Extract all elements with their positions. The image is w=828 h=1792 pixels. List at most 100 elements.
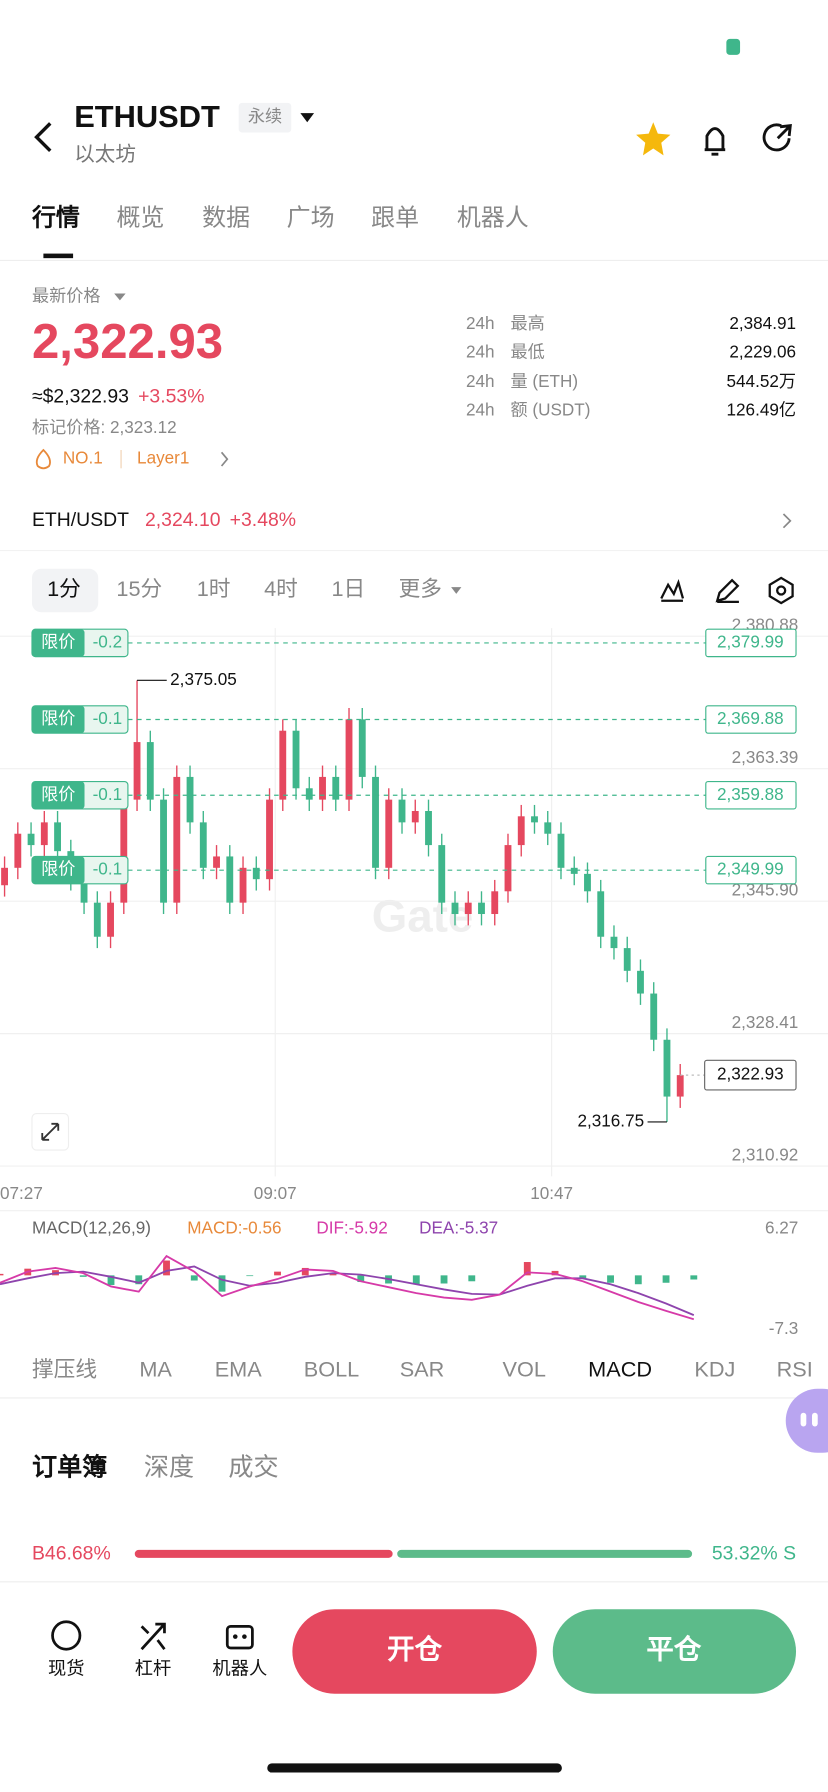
book-tab[interactable]: 成交: [228, 1453, 278, 1481]
interval-active-bg: [31, 568, 99, 613]
indicator-tab[interactable]: VOL: [503, 1356, 546, 1381]
indicator-tab[interactable]: BOLL: [304, 1356, 359, 1381]
candle-body: [266, 799, 273, 880]
macd-bar: [190, 1275, 198, 1281]
tag-bg: [238, 102, 292, 133]
stat-name: 额 (USDT): [511, 400, 591, 420]
tab[interactable]: 跟单: [371, 205, 419, 232]
favorite-icon[interactable]: [636, 122, 671, 156]
candle-body: [451, 902, 459, 915]
candle-body: [226, 856, 234, 903]
symbol: ETHUSDT: [74, 99, 220, 134]
tab[interactable]: 机器人: [457, 205, 529, 232]
limit-price: 2,359.88: [717, 784, 784, 804]
limit-badge-label-bg: [31, 705, 85, 734]
candle-body: [279, 730, 287, 800]
interval[interactable]: 1分: [47, 576, 81, 601]
chat-eye: [812, 1412, 818, 1427]
close-button[interactable]: [552, 1609, 797, 1694]
candle-body: [319, 776, 326, 800]
macd-bar: [634, 1275, 642, 1285]
candle-body: [107, 902, 114, 937]
x-tick-label: 07:27: [0, 1183, 43, 1203]
candle-body: [610, 936, 618, 949]
stat-value: 126.49亿: [727, 400, 797, 420]
tab[interactable]: 概览: [116, 205, 164, 232]
interval[interactable]: 4时: [264, 576, 298, 601]
dropdown-icon[interactable]: [300, 113, 315, 123]
candle-body: [623, 948, 631, 971]
open-label: 开仓: [387, 1634, 442, 1665]
candle-body: [160, 799, 167, 903]
home-indicator: [267, 1763, 562, 1773]
more-dropdown: [451, 587, 462, 594]
tab[interactable]: 行情: [31, 204, 80, 232]
macd-bar: [607, 1275, 614, 1283]
stat-period: 24h: [466, 400, 495, 420]
indicator-tab[interactable]: MA: [139, 1356, 172, 1381]
y-tick-label: 2,310.92: [732, 1144, 799, 1164]
candle-body: [398, 799, 406, 823]
book-tab[interactable]: 订单簿: [32, 1452, 107, 1481]
price-dropdown[interactable]: [114, 293, 126, 301]
nav-label[interactable]: 机器人: [212, 1658, 267, 1679]
tab[interactable]: 数据: [202, 205, 250, 232]
back-button[interactable]: [34, 122, 52, 153]
candle-body: [478, 902, 485, 915]
candle-body: [120, 799, 128, 903]
indicator-icon[interactable]: [660, 578, 685, 602]
draw-icon[interactable]: [715, 578, 740, 604]
macd-bar: [357, 1275, 365, 1283]
candle-body: [27, 833, 35, 846]
min-label: 2,316.75: [577, 1110, 644, 1130]
nav-label[interactable]: 杠杆: [135, 1658, 172, 1679]
indicator-tab[interactable]: KDJ: [694, 1356, 735, 1381]
nav-label[interactable]: 现货: [48, 1658, 85, 1679]
price-change: +3.53%: [138, 386, 204, 408]
open-button[interactable]: [292, 1609, 537, 1694]
indicator-tab[interactable]: EMA: [215, 1356, 263, 1381]
interval[interactable]: 1日: [331, 576, 365, 601]
interval[interactable]: 15分: [116, 576, 162, 601]
indicator-tab[interactable]: SAR: [400, 1356, 445, 1381]
candle-body: [531, 816, 538, 823]
alert-icon[interactable]: [704, 127, 726, 156]
macd-legend: DEA:-5.37: [419, 1217, 498, 1237]
dea-line: [0, 1265, 695, 1316]
candle-body: [438, 845, 446, 903]
candle-body: [305, 788, 313, 800]
candle-body: [663, 1039, 671, 1097]
share-icon[interactable]: [762, 123, 792, 152]
stat-name: 最低: [511, 341, 545, 361]
candle-body: [372, 776, 379, 868]
max-label: 2,375.05: [170, 669, 237, 689]
sector[interactable]: Layer1: [137, 448, 189, 468]
candle-body: [1, 867, 8, 886]
indicator-tab[interactable]: 撑压线: [32, 1356, 97, 1381]
macd-bar: [0, 1273, 4, 1276]
indicator-tab[interactable]: RSI: [777, 1356, 813, 1381]
indicator-tab[interactable]: MACD: [588, 1356, 652, 1381]
macd-bar: [218, 1275, 226, 1292]
tab[interactable]: 广场: [287, 205, 335, 232]
book-tab[interactable]: 深度: [144, 1453, 194, 1481]
chat-bubble[interactable]: [785, 1388, 828, 1453]
spot-price: 2,324.10: [145, 509, 221, 531]
spot-line[interactable]: ETH/USDT 2,324.10 +3.48%: [32, 509, 296, 531]
spot-change: +3.48%: [230, 509, 296, 531]
candle-body: [239, 867, 247, 903]
bot-eye: [242, 1634, 247, 1639]
macd-bar: [579, 1275, 587, 1279]
interval[interactable]: 更多: [399, 576, 442, 601]
mark-price: 标记价格: 2,323.12: [32, 417, 177, 437]
macd-legend: MACD(12,26,9): [32, 1217, 151, 1237]
candle-body: [544, 822, 552, 834]
sell-bar: [397, 1549, 693, 1558]
settings-icon[interactable]: [768, 576, 794, 605]
interval[interactable]: 1时: [197, 576, 231, 601]
macd-bar: [274, 1271, 281, 1276]
bot-icon: [225, 1624, 254, 1650]
candle-body: [464, 902, 472, 915]
buy-ratio: B46.68%: [32, 1543, 111, 1565]
